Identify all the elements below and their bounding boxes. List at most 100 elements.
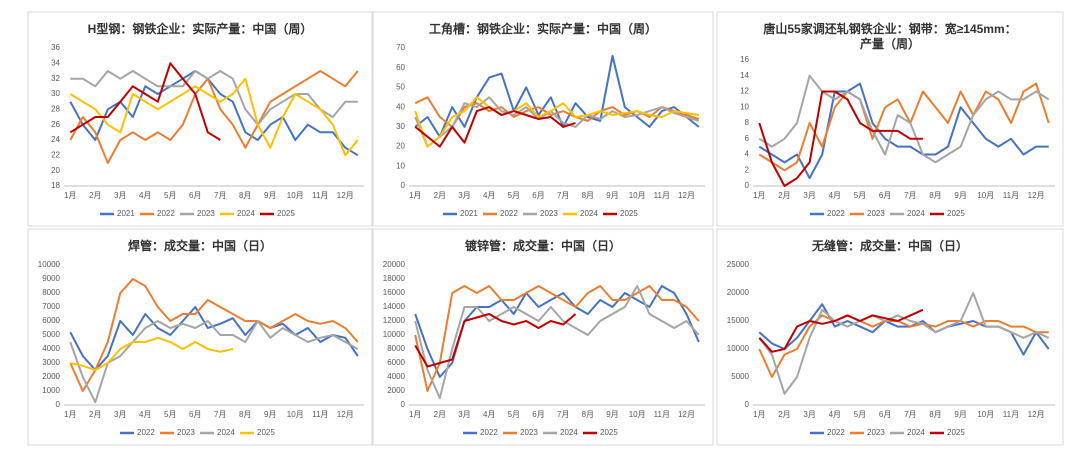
y-tick-label: 60 (396, 63, 405, 72)
y-tick-label: 16000 (383, 288, 406, 297)
x-tick-label: 11月 (654, 410, 670, 419)
legend-label: 2021 (460, 209, 478, 218)
x-tick-label: 2月 (778, 410, 790, 419)
x-tick-label: 11月 (654, 191, 670, 200)
x-tick-label: 9月 (954, 410, 966, 419)
x-tick-label: 8月 (239, 191, 251, 200)
x-tick-label: 4月 (829, 191, 841, 200)
series-line (414, 313, 577, 368)
x-tick-label: 7月 (214, 410, 226, 419)
x-tick-label: 10月 (629, 191, 646, 200)
legend-label: 2024 (217, 428, 235, 437)
y-tick-label: 20000 (727, 288, 750, 297)
x-tick-label: 2月 (89, 191, 101, 200)
chart-title: 无缝管：成交量：中国（日） (811, 238, 968, 253)
x-tick-label: 7月 (904, 410, 916, 419)
series-line (414, 96, 699, 148)
y-tick-label: 18 (51, 181, 60, 190)
y-tick-label: 10000 (727, 344, 750, 353)
x-tick-label: 12月 (337, 191, 354, 200)
y-tick-label: 0 (401, 400, 406, 409)
x-tick-label: 3月 (458, 410, 470, 419)
x-tick-label: 2月 (434, 410, 446, 419)
x-tick-label: 11月 (1003, 191, 1019, 200)
panel-border (716, 11, 1064, 227)
y-tick-label: 0 (745, 400, 750, 409)
x-tick-label: 6月 (532, 410, 544, 419)
x-tick-label: 7月 (904, 191, 916, 200)
y-tick-label: 8 (745, 118, 750, 127)
y-tick-label: 2000 (42, 372, 60, 381)
legend-label: 2024 (907, 428, 925, 437)
y-tick-label: 6000 (387, 358, 405, 367)
series-line (758, 314, 1049, 378)
y-tick-label: 40 (396, 102, 405, 111)
x-tick-label: 10月 (977, 191, 994, 200)
y-tick-label: 9000 (42, 274, 60, 283)
y-tick-label: 36 (51, 43, 60, 52)
y-tick-label: 70 (396, 43, 405, 52)
series-line (69, 70, 359, 164)
legend-label: 2023 (177, 428, 195, 437)
y-tick-label: 16 (740, 55, 749, 64)
x-tick-label: 11月 (312, 410, 328, 419)
y-tick-label: 6000 (42, 316, 60, 325)
chart-title: 镀锌管：成交量：中国（日） (465, 238, 621, 253)
legend-label: 2025 (620, 209, 638, 218)
x-tick-label: 12月 (337, 410, 354, 419)
series-line (414, 96, 700, 148)
y-tick-label: 30 (51, 89, 60, 98)
x-tick-label: 6月 (532, 191, 544, 200)
y-tick-label: 10000 (38, 260, 61, 269)
y-tick-label: 1000 (42, 386, 60, 395)
panel-border (716, 228, 1064, 446)
x-tick-label: 2月 (89, 410, 101, 419)
x-tick-label: 1月 (753, 410, 765, 419)
y-tick-label: 14 (740, 71, 749, 80)
x-tick-label: 2月 (778, 191, 790, 200)
y-tick-label: 4000 (387, 372, 405, 381)
x-tick-label: 5月 (164, 410, 176, 419)
series-line (758, 308, 924, 353)
legend-label: 2025 (257, 428, 275, 437)
legend-label: 2022 (827, 428, 845, 437)
series-line (414, 285, 700, 399)
x-tick-label: 10月 (977, 410, 994, 419)
series-line (69, 306, 359, 371)
legend-label: 2022 (157, 209, 175, 218)
legend-label: 2023 (867, 428, 885, 437)
x-tick-label: 6月 (879, 410, 891, 419)
x-tick-label: 5月 (164, 191, 176, 200)
x-tick-label: 5月 (854, 410, 866, 419)
y-tick-label: 5000 (731, 372, 749, 381)
series-line (69, 77, 359, 157)
x-tick-label: 6月 (189, 410, 201, 419)
x-tick-label: 3月 (114, 191, 126, 200)
x-tick-label: 3月 (803, 191, 815, 200)
x-tick-label: 9月 (606, 410, 618, 419)
y-tick-label: 2000 (387, 386, 405, 395)
y-tick-label: 3000 (42, 358, 60, 367)
x-tick-label: 1月 (409, 191, 421, 200)
legend-label: 2022 (827, 209, 845, 218)
legend-label: 2025 (947, 428, 965, 437)
y-tick-label: 14000 (383, 302, 406, 311)
y-tick-label: 15000 (727, 316, 750, 325)
x-tick-label: 1月 (409, 410, 421, 419)
x-tick-label: 5月 (508, 410, 520, 419)
legend-label: 2022 (137, 428, 155, 437)
y-tick-label: 2 (745, 165, 750, 174)
y-tick-label: 50 (396, 83, 405, 92)
series-line (70, 70, 358, 126)
x-tick-label: 11月 (312, 191, 328, 200)
y-tick-label: 28 (51, 104, 60, 113)
legend-label: 2023 (197, 209, 215, 218)
x-tick-label: 12月 (1028, 410, 1045, 419)
x-tick-label: 5月 (854, 191, 866, 200)
x-tick-label: 12月 (1028, 191, 1045, 200)
x-tick-label: 8月 (929, 191, 941, 200)
x-tick-label: 4月 (483, 410, 495, 419)
y-tick-label: 25000 (727, 260, 750, 269)
chart-title: 唐山55家调还轧钢铁企业：钢带：宽≥145mm： (763, 21, 1016, 36)
y-tick-label: 8000 (42, 288, 60, 297)
